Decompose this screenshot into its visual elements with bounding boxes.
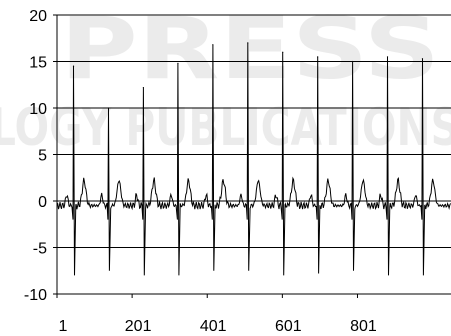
- x-tick-label: 801: [350, 318, 377, 335]
- r-peak-point: [107, 107, 110, 109]
- y-tick-label: 0: [38, 194, 47, 211]
- plot-area: [56, 42, 451, 276]
- watermark: PRESS LOGY PUBLICATIONS: [0, 0, 451, 158]
- x-tick-label: 201: [125, 318, 152, 335]
- y-tick-label: -10: [24, 287, 47, 304]
- r-peak-point: [351, 60, 354, 63]
- y-tick-label: 5: [38, 148, 47, 165]
- x-tick-label: 601: [275, 318, 302, 335]
- r-peak-point: [142, 86, 144, 89]
- axes: [53, 14, 451, 298]
- watermark-line2: LOGY PUBLICATIONS: [0, 98, 451, 158]
- x-tick-label: 401: [200, 318, 227, 335]
- r-peak-point: [282, 51, 284, 53]
- r-peak-point: [421, 58, 424, 60]
- r-peak-point: [317, 56, 319, 58]
- r-peak-point: [247, 42, 249, 44]
- r-peak-point: [212, 44, 214, 46]
- y-tick-label: 20: [29, 8, 47, 25]
- ecg-series-line: [56, 42, 451, 276]
- x-tick-label: 1: [59, 318, 68, 335]
- y-tick-label: 10: [29, 101, 47, 118]
- r-peak-point: [177, 62, 179, 64]
- y-tick-label: -5: [33, 241, 47, 258]
- y-tick-label: 15: [29, 55, 47, 72]
- r-peak-point: [386, 56, 389, 58]
- watermark-line1: PRESS: [60, 0, 440, 99]
- r-peak-point: [72, 65, 75, 67]
